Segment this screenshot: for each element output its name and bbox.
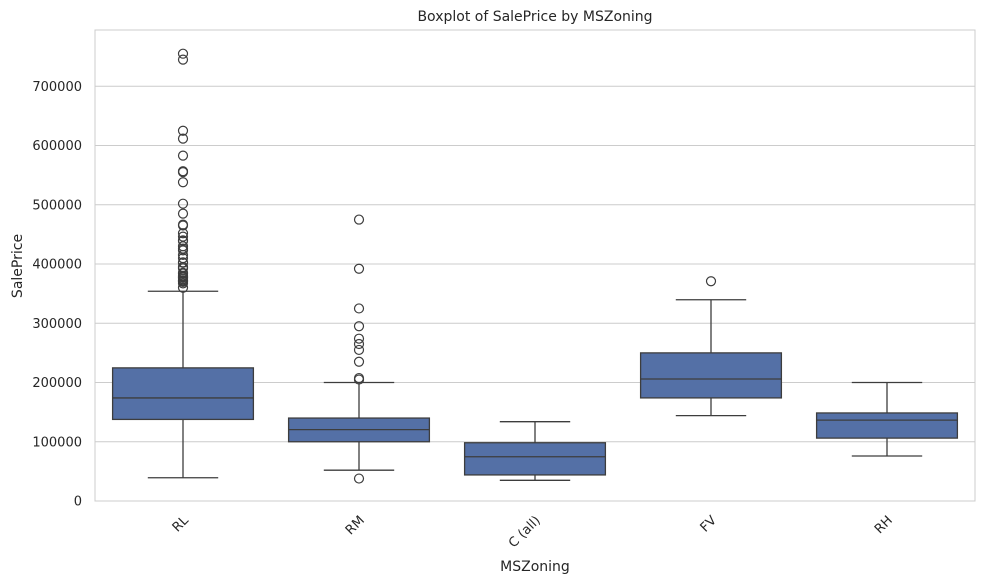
y-tick-label: 600000	[32, 139, 82, 154]
outlier-point	[177, 150, 189, 161]
box-fv	[639, 276, 783, 417]
outlier-point	[353, 303, 365, 314]
iqr-box	[639, 352, 783, 399]
iqr-box	[111, 367, 255, 421]
outlier-point	[177, 220, 189, 231]
outlier-point	[177, 167, 189, 178]
outlier-point	[353, 214, 365, 225]
y-axis-ticks: 0 100000 200000 300000 400000 500000 600000 700…	[32, 80, 82, 510]
outlier-point	[177, 278, 189, 289]
outlier-point	[353, 356, 365, 367]
outlier-point	[353, 374, 365, 385]
outlier-point	[177, 245, 189, 256]
box-c-all	[463, 421, 607, 481]
iqr-box	[815, 412, 959, 439]
outlier-point	[177, 133, 189, 144]
outlier-point	[177, 282, 189, 293]
box-rm	[287, 214, 431, 484]
y-tick-label: 200000	[32, 376, 82, 391]
outlier-point	[177, 228, 189, 239]
box-rl	[111, 48, 255, 479]
outlier-point	[353, 473, 365, 484]
y-tick-label: 0	[74, 495, 82, 510]
boxes	[111, 48, 959, 484]
outlier-point	[177, 177, 189, 188]
outlier-point	[705, 276, 717, 287]
box-rh	[815, 381, 959, 457]
outlier-point	[177, 257, 189, 268]
outlier-point	[177, 125, 189, 136]
x-axis-label: MSZoning	[500, 559, 570, 575]
y-tick-label: 300000	[32, 317, 82, 332]
y-tick-label: 700000	[32, 80, 82, 95]
y-axis-label: SalePrice	[10, 234, 26, 298]
y-tick-label: 100000	[32, 435, 82, 450]
outlier-point	[353, 333, 365, 344]
outlier-point	[353, 344, 365, 356]
outlier-point	[177, 198, 189, 209]
outlier-point	[177, 249, 189, 261]
outlier-point	[353, 321, 365, 332]
outlier-point	[177, 231, 189, 242]
outlier-point	[177, 54, 189, 65]
outlier-point	[353, 338, 365, 350]
outlier-point	[177, 208, 189, 219]
outlier-point	[177, 48, 189, 59]
chart-title: Boxplot of SalePrice by MSZoning	[417, 9, 652, 25]
iqr-box	[463, 442, 607, 476]
y-tick-label: 400000	[32, 258, 82, 273]
outlier-point	[353, 263, 365, 274]
y-tick-label: 500000	[32, 198, 82, 213]
